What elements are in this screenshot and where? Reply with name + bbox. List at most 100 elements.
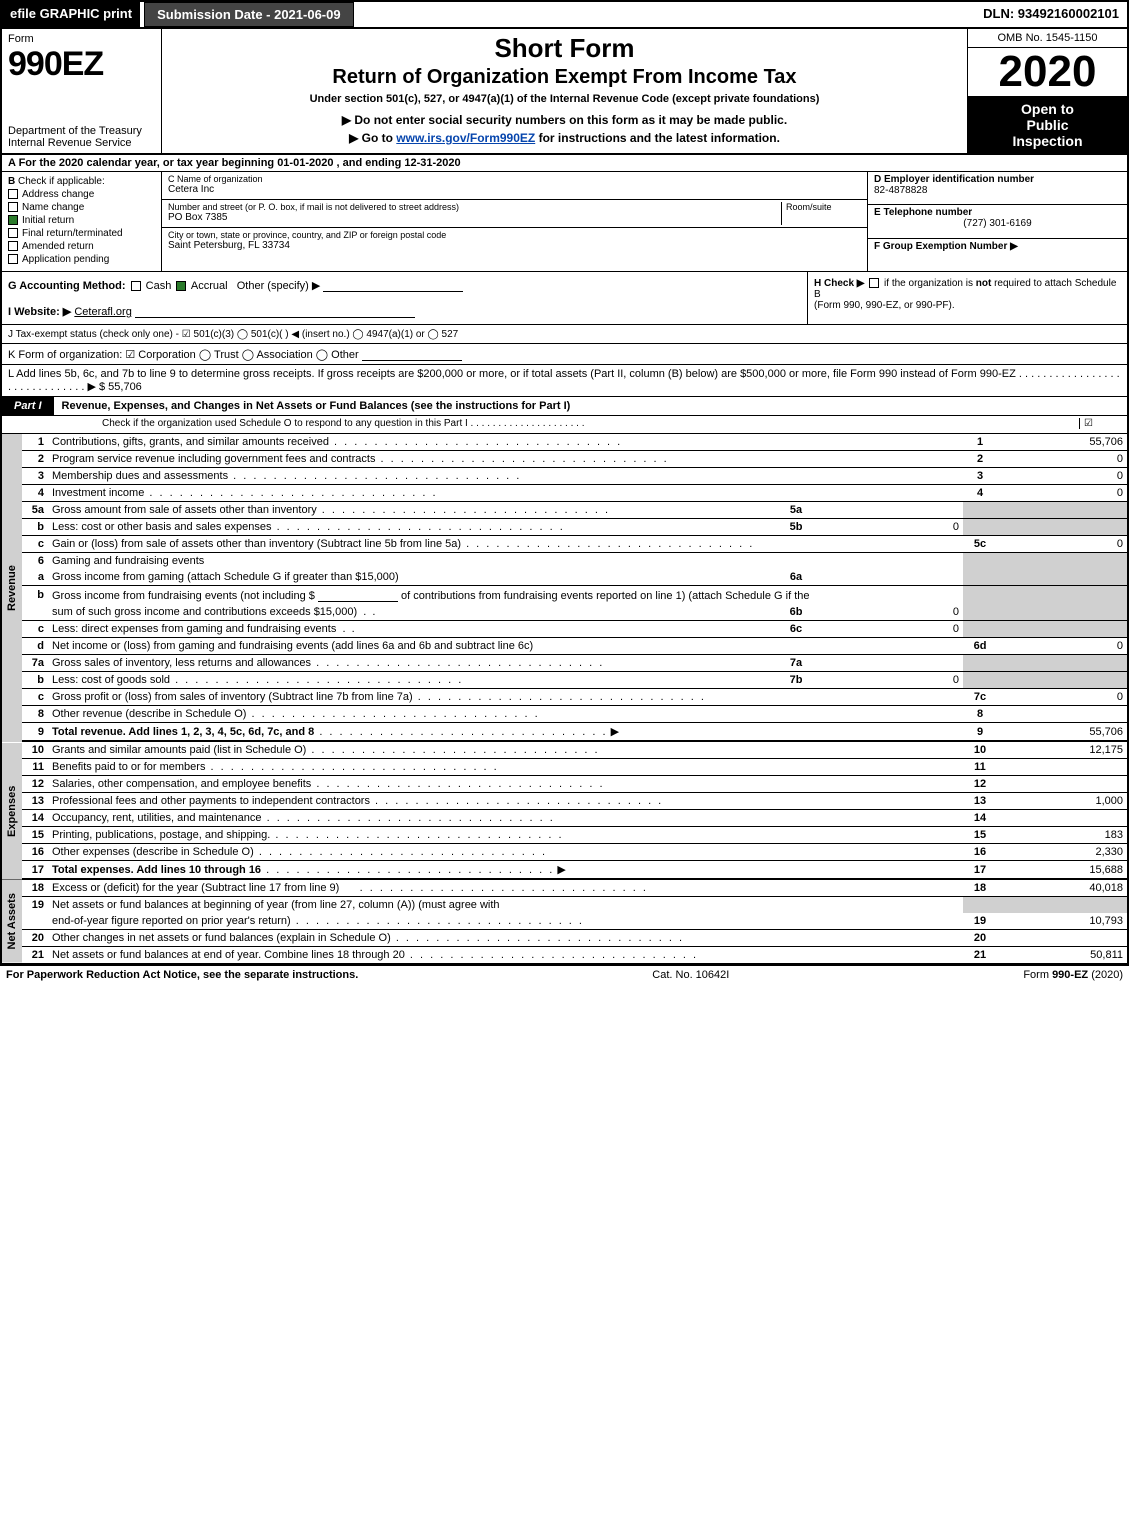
public: Public: [972, 117, 1123, 133]
section-a-row: A For the 2020 calendar year, or tax yea…: [2, 155, 1127, 172]
line-col: 14: [963, 810, 997, 827]
shaded-cell: [997, 553, 1127, 570]
box-c: C Name of organization Cetera Inc Number…: [162, 172, 867, 271]
irs-link[interactable]: www.irs.gov/Form990EZ: [396, 131, 535, 145]
street-label: Number and street (or P. O. box, if mail…: [168, 202, 781, 212]
inner-val: [813, 569, 963, 586]
form-number: 990EZ: [8, 45, 155, 84]
linenum: b: [22, 519, 48, 536]
ein-label: D Employer identification number: [874, 174, 1034, 185]
line-15: 15 Printing, publications, postage, and …: [2, 827, 1127, 844]
chk-amended-return[interactable]: Amended return: [8, 241, 155, 252]
shaded-cell: [963, 604, 997, 621]
linenum: 20: [22, 930, 48, 947]
linenum: 13: [22, 793, 48, 810]
street-value: PO Box 7385: [168, 212, 781, 223]
part1-subtitle: Check if the organization used Schedule …: [102, 418, 1079, 429]
efile-print-label[interactable]: efile GRAPHIC print: [2, 2, 140, 27]
header-center: Short Form Return of Organization Exempt…: [162, 29, 967, 153]
shaded-cell: [997, 569, 1127, 586]
row-j: J Tax-exempt status (check only one) - ☑…: [2, 325, 1127, 344]
line-desc: Benefits paid to or for members: [48, 759, 963, 776]
line-5b: b Less: cost or other basis and sales ex…: [2, 519, 1127, 536]
header-right: OMB No. 1545-1150 2020 Open to Public In…: [967, 29, 1127, 153]
line-col: 15: [963, 827, 997, 844]
line-5c: c Gain or (loss) from sale of assets oth…: [2, 536, 1127, 553]
footer-center: Cat. No. 10642I: [652, 969, 729, 981]
line-6d: d Net income or (loss) from gaming and f…: [2, 638, 1127, 655]
line-1: Revenue 1 Contributions, gifts, grants, …: [2, 434, 1127, 451]
chk-cash[interactable]: [131, 281, 141, 291]
line-2: 2 Program service revenue including gove…: [2, 451, 1127, 468]
linenum: 3: [22, 468, 48, 485]
chk-final-return[interactable]: Final return/terminated: [8, 228, 155, 239]
line-desc: Excess or (deficit) for the year (Subtra…: [48, 879, 963, 897]
inner-val: 0: [813, 621, 963, 638]
header-left: Form 990EZ Department of the Treasury In…: [2, 29, 162, 153]
line-desc: Gross amount from sale of assets other t…: [48, 502, 779, 519]
chk-application-pending[interactable]: Application pending: [8, 254, 155, 265]
line-desc: Less: cost or other basis and sales expe…: [48, 519, 779, 536]
line-val: [997, 706, 1127, 723]
line-4: 4 Investment income 4 0: [2, 485, 1127, 502]
inner-col: 6b: [779, 604, 813, 621]
shaded-cell: [963, 897, 997, 914]
instruction-ssn: ▶ Do not enter social security numbers o…: [172, 113, 957, 127]
dept-treasury: Department of the Treasury: [8, 125, 155, 137]
part1-subtitle-row: Check if the organization used Schedule …: [2, 416, 1127, 434]
chk-schedule-b[interactable]: [869, 278, 879, 288]
line-col: 5c: [963, 536, 997, 553]
line-col: 8: [963, 706, 997, 723]
inner-col: 5b: [779, 519, 813, 536]
checkbox-icon: [8, 202, 18, 212]
chk-label: Amended return: [22, 241, 94, 252]
open-public-badge: Open to Public Inspection: [968, 97, 1127, 153]
line-val: [997, 759, 1127, 776]
j-text: J Tax-exempt status (check only one) - ☑…: [8, 329, 458, 340]
other-specify-input[interactable]: [323, 278, 463, 292]
website-value[interactable]: Ceterafl.org: [74, 306, 131, 318]
inner-val: [813, 502, 963, 519]
shaded-cell: [997, 519, 1127, 536]
accrual-label: Accrual: [191, 280, 228, 292]
linenum: d: [22, 638, 48, 655]
linenum: 9: [22, 723, 48, 742]
line-13: 13 Professional fees and other payments …: [2, 793, 1127, 810]
line-9: 9 Total revenue. Add lines 1, 2, 3, 4, 5…: [2, 723, 1127, 742]
line-6c: c Less: direct expenses from gaming and …: [2, 621, 1127, 638]
org-name-cell: C Name of organization Cetera Inc: [162, 172, 867, 200]
line-desc: Occupancy, rent, utilities, and maintena…: [48, 810, 963, 827]
shaded-cell: [963, 621, 997, 638]
line-desc: Grants and similar amounts paid (list in…: [48, 742, 963, 759]
line-8: 8 Other revenue (describe in Schedule O)…: [2, 706, 1127, 723]
k-other-input[interactable]: [362, 347, 462, 361]
line-val: 0: [997, 536, 1127, 553]
shaded-cell: [963, 569, 997, 586]
line-val: 12,175: [997, 742, 1127, 759]
line-val: 40,018: [997, 879, 1127, 897]
line-18: Net Assets 18 Excess or (deficit) for th…: [2, 879, 1127, 897]
chk-name-change[interactable]: Name change: [8, 202, 155, 213]
line-val: 15,688: [997, 861, 1127, 880]
chk-address-change[interactable]: Address change: [8, 189, 155, 200]
chk-label: Name change: [22, 202, 84, 213]
line-val: 10,793: [997, 913, 1127, 930]
section-a-text: A For the 2020 calendar year, or tax yea…: [8, 157, 461, 169]
h-text4: (Form 990, 990-EZ, or 990-PF).: [814, 300, 955, 311]
shaded-cell: [997, 586, 1127, 605]
city-value: Saint Petersburg, FL 33734: [168, 240, 861, 251]
line-val: [997, 776, 1127, 793]
line-col: 6d: [963, 638, 997, 655]
shaded-cell: [963, 502, 997, 519]
6b-amount-input[interactable]: [318, 588, 398, 602]
inner-col: 6a: [779, 569, 813, 586]
checkbox-icon: [8, 228, 18, 238]
part1-check[interactable]: ☑: [1079, 418, 1097, 429]
shaded-cell: [963, 519, 997, 536]
part1-label: Part I: [2, 397, 54, 415]
linenum: 14: [22, 810, 48, 827]
line-desc: Salaries, other compensation, and employ…: [48, 776, 963, 793]
chk-accrual[interactable]: [176, 281, 186, 291]
chk-initial-return[interactable]: Initial return: [8, 215, 155, 226]
line-val: 50,811: [997, 947, 1127, 964]
